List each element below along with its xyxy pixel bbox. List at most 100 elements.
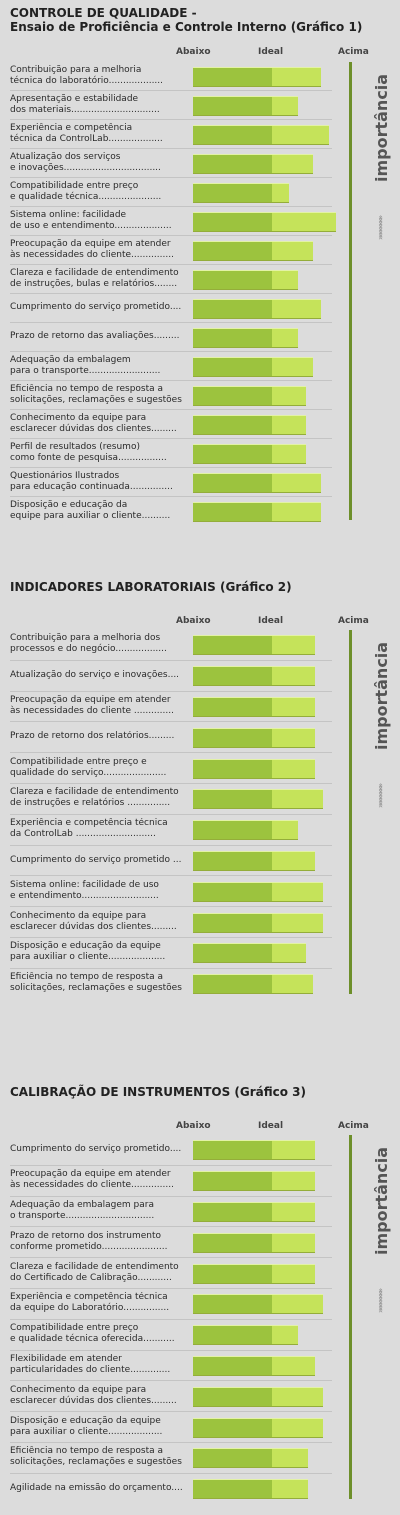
rating-bar	[193, 635, 315, 656]
criterion-label: Cumprimento do serviço prometido ...	[10, 854, 182, 865]
rating-bar	[193, 851, 315, 871]
importance-arrow-icon: »»»»»»»»	[376, 784, 385, 808]
rating-bar	[193, 356, 313, 377]
rating-bar-base	[193, 1172, 272, 1191]
row-separator	[10, 690, 332, 692]
rating-bar	[193, 1356, 315, 1376]
rating-bar-base	[193, 96, 272, 115]
criterion-label: Disposição e educação da equipe para aux…	[10, 1415, 163, 1437]
row-separator	[10, 438, 332, 439]
row-separator	[10, 659, 332, 661]
rating-bar	[193, 153, 313, 174]
rating-bar-base	[193, 183, 272, 202]
chart-subtitle-text: Ensaio de Proficiência e Controle Intern…	[10, 20, 291, 34]
chart-graph-label: (Gráfico 2)	[220, 580, 292, 594]
rating-bar-base	[193, 728, 272, 747]
rating-bar-base	[193, 1387, 272, 1406]
criterion-label: Preocupação da equipe em atender às nece…	[10, 695, 174, 716]
chart-subtitle: Ensaio de Proficiência e Controle Intern…	[10, 20, 362, 34]
criterion-label: Flexibilidade em atender particularidade…	[10, 1354, 171, 1375]
criterion-label: Cumprimento do serviço prometido....	[10, 302, 182, 312]
chart-section-1: CONTROLE DE QUALIDADE - Ensaio de Profici…	[0, 6, 400, 536]
rating-bar	[193, 974, 313, 995]
rating-bar	[193, 1140, 315, 1161]
rating-bar	[193, 66, 321, 87]
rating-bar	[193, 1232, 315, 1253]
rating-bar	[193, 943, 306, 964]
rating-bar-base	[193, 852, 272, 870]
criterion-label: Conhecimento da equipe para esclarecer d…	[10, 910, 177, 932]
rating-bar	[193, 697, 315, 717]
row-separator	[10, 1288, 332, 1289]
criterion-label: Compatibilidade entre preço e qualidade …	[10, 756, 167, 778]
criterion-label: Experiência e competência técnica da equ…	[10, 1292, 170, 1314]
criterion-label: Perfil de resultados (resumo) como fonte…	[10, 441, 167, 463]
rating-bar	[193, 501, 321, 522]
criterion-label: Contribuição para a melhoria dos process…	[10, 633, 167, 655]
rating-bar-base	[193, 1295, 272, 1314]
criterion-label: Contribuição para a melhoria técnica do …	[10, 64, 164, 86]
rating-bar-base	[193, 698, 272, 716]
rating-bar-base	[193, 1141, 272, 1160]
rating-bar	[193, 182, 289, 203]
rating-bar-base	[193, 975, 272, 994]
criterion-label: Clareza e facilidade de entendimento de …	[10, 787, 179, 809]
rating-bar-base	[193, 1480, 272, 1499]
rating-bar-base	[193, 415, 272, 434]
row-separator	[10, 783, 332, 784]
chart-title: CONTROLE DE QUALIDADE -	[10, 6, 197, 20]
scale-above-label: Acima	[338, 616, 369, 626]
criterion-label: Clareza e facilidade de entendimento do …	[10, 1261, 179, 1283]
rating-bar	[193, 240, 313, 261]
rating-bar	[193, 881, 323, 902]
criterion-label: Eficiência no tempo de resposta a solici…	[10, 1446, 182, 1468]
rating-bar-base	[193, 154, 272, 173]
scale-ideal-label: Ideal	[258, 47, 284, 57]
rating-bar	[193, 1417, 323, 1438]
row-separator	[10, 1164, 332, 1166]
scale-below-label: Abaixo	[176, 47, 211, 57]
chart-graph-label: (Gráfico 1)	[290, 20, 363, 34]
row-separator	[10, 1411, 332, 1413]
importance-label: importância	[372, 73, 391, 182]
row-separator	[10, 351, 332, 352]
criterion-label: Compatibilidade entre preço e qualidade …	[10, 180, 162, 202]
criterion-label: Preocupação da equipe em atender às nece…	[10, 238, 174, 260]
criterion-label: Experiência e competência técnica da Con…	[10, 122, 163, 144]
rating-bar	[193, 912, 323, 933]
rating-bar	[193, 472, 321, 493]
row-separator	[10, 1380, 332, 1382]
row-separator	[10, 906, 332, 908]
rating-bar-base	[193, 1233, 272, 1252]
importance-line	[349, 1135, 352, 1499]
criterion-label: Conhecimento da equipe para esclarecer d…	[10, 412, 177, 434]
criterion-label: Clareza e facilidade de entendimento de …	[10, 267, 179, 289]
rating-bar	[193, 1325, 298, 1346]
row-separator	[10, 235, 332, 236]
rating-bar	[193, 327, 298, 348]
rating-bar	[193, 414, 306, 435]
row-separator	[10, 119, 332, 120]
row-separator	[10, 721, 332, 723]
criterion-label: Atualização dos serviços e inovações....…	[10, 151, 161, 173]
rating-bar-base	[193, 1203, 272, 1221]
criterion-label: Prazo de retorno das avaliações.........	[10, 331, 180, 341]
rating-bar-base	[193, 1264, 272, 1283]
row-separator	[10, 177, 332, 178]
chart-title-text: CALIBRAÇÃO DE INSTRUMENTOS	[10, 1085, 235, 1099]
criterion-label: Eficiência no tempo de resposta a solici…	[10, 383, 182, 405]
rating-bar	[193, 820, 298, 841]
criterion-label: Disposição e educação da equipe para aux…	[10, 499, 171, 521]
rating-bar	[193, 727, 315, 748]
rating-bar-base	[193, 882, 272, 901]
rating-bar-base	[193, 125, 272, 144]
rating-bar-base	[193, 502, 272, 521]
row-separator	[10, 409, 332, 410]
rating-bar-base	[193, 386, 272, 405]
rating-bar	[193, 1386, 323, 1407]
importance-line	[349, 62, 352, 520]
row-separator	[10, 467, 332, 468]
criterion-label: Prazo de retorno dos relatórios.........	[10, 731, 175, 742]
row-separator	[10, 1257, 332, 1259]
rating-bar-base	[193, 790, 272, 809]
